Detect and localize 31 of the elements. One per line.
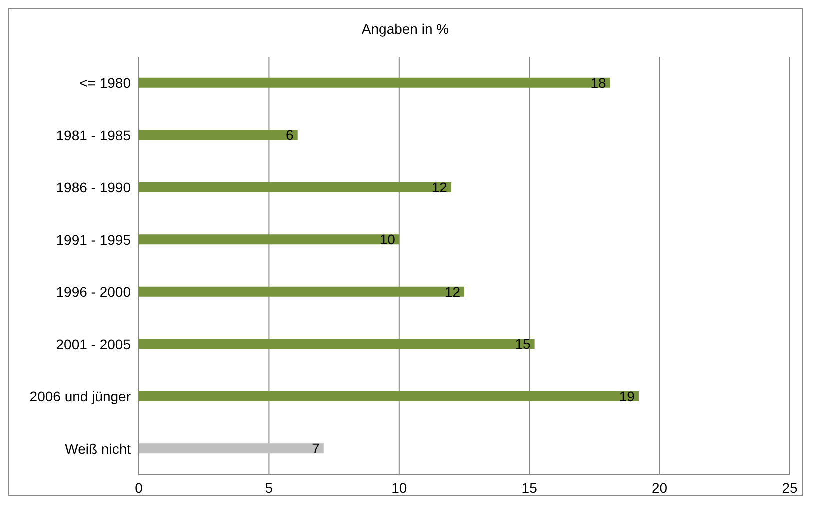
x-tick-label: 5 xyxy=(265,480,274,496)
data-label: 19 xyxy=(619,388,636,404)
data-label: 12 xyxy=(444,284,461,300)
y-tick-label: 1991 - 1995 xyxy=(56,232,132,248)
y-tick-label: <= 1980 xyxy=(80,75,132,92)
data-label: 7 xyxy=(312,440,320,457)
bar xyxy=(139,444,324,454)
data-label: 6 xyxy=(286,127,294,144)
y-tick-label: 1986 - 1990 xyxy=(56,180,132,196)
x-tick-label: 15 xyxy=(522,480,538,496)
y-tick-label: 2006 und jünger xyxy=(30,388,132,405)
bar xyxy=(139,130,298,140)
x-tick-label: 20 xyxy=(652,480,668,496)
y-tick-label: 1981 - 1985 xyxy=(56,127,132,144)
bar xyxy=(139,391,639,402)
bar xyxy=(139,286,464,297)
bar xyxy=(139,234,400,245)
data-label: 18 xyxy=(590,74,607,91)
x-tick-label: 10 xyxy=(392,480,408,496)
x-tick-label: 25 xyxy=(782,480,798,496)
y-tick-label: 1996 - 2000 xyxy=(56,284,132,300)
data-label: 12 xyxy=(432,179,448,196)
bar xyxy=(139,339,535,350)
x-tick-label: 0 xyxy=(135,480,144,496)
bar xyxy=(139,182,452,192)
bar xyxy=(139,78,610,88)
data-label: 15 xyxy=(515,336,532,352)
chart-title: Angaben in % xyxy=(360,20,450,39)
y-tick-label: 2001 - 2005 xyxy=(56,336,132,352)
y-tick-label: Weiß nicht xyxy=(65,440,132,457)
data-label: 10 xyxy=(380,232,396,248)
